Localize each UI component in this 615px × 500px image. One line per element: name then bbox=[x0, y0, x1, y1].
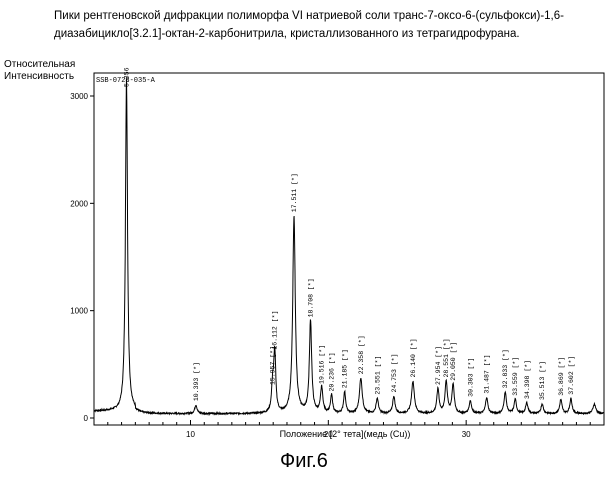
peak-label: 30.303 [*] bbox=[467, 358, 474, 397]
figure-caption: Пики рентгеновской дифракции полиморфа V… bbox=[54, 10, 564, 40]
peak-label: 26.140 [*] bbox=[410, 338, 417, 377]
x-tick-label: 10 bbox=[186, 430, 195, 439]
peak-label: 37.602 [*] bbox=[568, 356, 575, 395]
diffraction-pattern-line bbox=[93, 78, 605, 417]
peak-label: 22.358 [*] bbox=[358, 335, 365, 374]
peak-label: 20.236 [*] bbox=[329, 352, 336, 391]
peak-label: 18.708 [*] bbox=[308, 278, 315, 317]
peak-label: 16.112 [*] bbox=[272, 311, 279, 350]
x-tick-label: 30 bbox=[462, 430, 471, 439]
y-tick-label: 0 bbox=[84, 414, 89, 423]
peak-label: 15.957 [*] bbox=[270, 346, 277, 385]
axis-ticks: 0 1000 2000 3000 10 20 30 bbox=[70, 92, 605, 439]
peak-label: 27.954 [*] bbox=[435, 346, 442, 385]
peak-label: 5.356 bbox=[123, 67, 130, 87]
peak-label: 32.833 [*] bbox=[502, 349, 509, 388]
figure-label: Фиг.6 bbox=[280, 450, 328, 472]
peak-label: 34.398 [*] bbox=[524, 360, 531, 399]
plot-frame bbox=[93, 72, 605, 426]
y-tick-label: 3000 bbox=[70, 92, 88, 101]
x-tick-label: 20 bbox=[324, 430, 333, 439]
peak-label: 35.513 [*] bbox=[539, 361, 546, 400]
y-tick-label: 2000 bbox=[70, 199, 88, 208]
peak-label: 10.393 [*] bbox=[193, 362, 200, 401]
y-axis-label: Относительная Интенсивность bbox=[4, 59, 75, 83]
peak-label: 19.516 [*] bbox=[319, 345, 326, 384]
sample-id: SSB-0728-035-A bbox=[96, 77, 156, 85]
peak-label: 24.753 [*] bbox=[391, 354, 398, 393]
peak-label: 28.551 [*] bbox=[443, 338, 450, 377]
peak-label: 29.050 [*] bbox=[450, 342, 457, 381]
peak-label: 36.869 [*] bbox=[558, 357, 565, 396]
peak-labels: 5.356 10.393 [*] 15.957 [*]16.112 [*] 17.51… bbox=[123, 67, 574, 401]
y-tick-label: 1000 bbox=[70, 307, 88, 316]
peak-label: 17.511 [*] bbox=[291, 173, 298, 212]
peak-label: 31.487 [*] bbox=[484, 355, 491, 394]
peak-label: 21.185 [*] bbox=[342, 349, 349, 388]
x-axis-label: Положение [2° тета](медь (Cu)) bbox=[280, 429, 411, 439]
peak-label: 23.551 [*] bbox=[374, 356, 381, 395]
y-axis-label-line2: Интенсивность bbox=[4, 71, 75, 82]
y-axis-label-line1: Относительная bbox=[4, 59, 76, 70]
peak-label: 33.559 [*] bbox=[512, 357, 519, 396]
